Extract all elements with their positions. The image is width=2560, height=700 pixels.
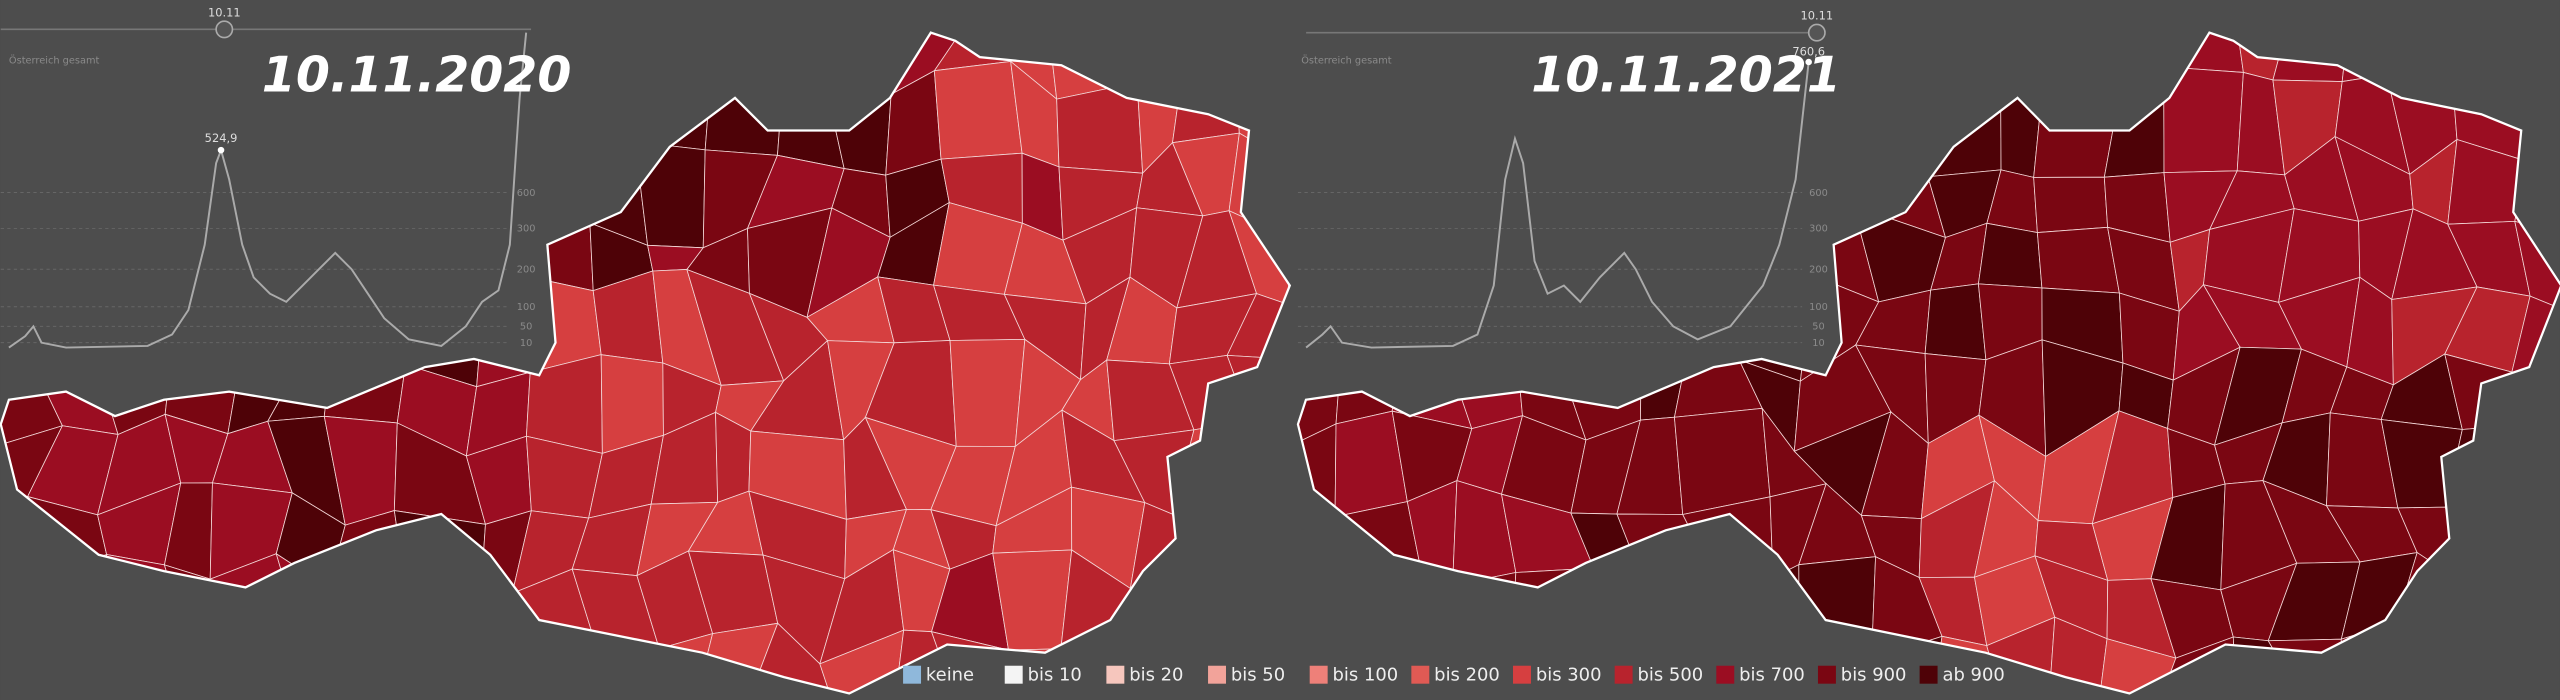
legend-swatch [1411,665,1430,684]
legend-swatch [1004,665,1023,684]
legend-label: bis 700 [1739,665,1805,686]
axis-label: 200 [517,264,536,275]
legend-swatch [1208,665,1226,684]
country-outline [0,31,1292,695]
country-outline [1296,31,2560,695]
legend-label: ab 900 [1942,665,2004,686]
trend-line [1305,61,1810,349]
district [2036,226,2120,294]
axis-label: 300 [517,224,536,235]
date-title: 10.11.2020 [262,46,572,103]
peak-dot [1805,58,1812,66]
peak-dot [217,146,225,154]
legend-swatch [1614,665,1633,684]
axis-label: 50 [1812,322,1824,333]
legend-label: bis 10 [1028,665,1082,686]
legend-swatch [1716,665,1735,684]
district [949,338,1026,447]
legend-label: bis 20 [1129,665,1183,686]
axis-label: 600 [1809,188,1828,199]
axis-label: 100 [1809,302,1828,313]
legend-swatch [903,665,922,684]
date-title: 10.11.2021 [1531,46,1841,103]
district [819,629,905,694]
slider-label: 10.11 [1801,9,1834,23]
axis-label: 300 [1809,224,1828,235]
peak-label: 524,9 [205,131,238,145]
legend-label: bis 900 [1841,665,1907,686]
district [2033,176,2109,233]
axis-label: 50 [520,322,532,333]
legend-swatch [1817,665,1836,684]
legend-swatch [1309,665,1328,684]
slider-knob[interactable] [215,20,234,39]
mini-grid: 600 300 200 100 50 10 [1297,188,1828,349]
region-label: Österreich gesamt [9,54,100,67]
district [1924,283,1987,361]
axis-label: 200 [1809,264,1828,275]
legend-swatch [1513,665,1531,684]
peak-label: 760,6 [1792,44,1825,58]
mini-grid: 600 300 200 100 50 10 [0,188,536,349]
region-label: Österreich gesamt [1301,54,1392,67]
district [933,60,1023,160]
slider-label: 10.11 [208,5,241,19]
trend-line [8,32,528,349]
legend-swatch [1919,665,1938,684]
legend-swatch [1106,665,1125,684]
legend-label: bis 500 [1638,665,1704,686]
district [2097,638,2177,694]
legend-label: bis 50 [1231,665,1285,686]
district [1674,407,1771,515]
legend-label: bis 200 [1434,665,1500,686]
slider-knob[interactable] [1807,23,1826,42]
axis-label: 10 [1812,338,1824,349]
district [1977,222,2043,289]
axis-label: 600 [517,188,536,199]
axis-label: 10 [520,338,532,349]
legend-label: bis 100 [1333,665,1399,686]
legend-label: bis 300 [1536,665,1602,686]
axis-label: 100 [517,302,536,313]
legend: keine bis 10 bis 20 bis 50 bis 100 bis 200 bis… [903,665,2005,686]
legend-label: keine [926,665,974,686]
